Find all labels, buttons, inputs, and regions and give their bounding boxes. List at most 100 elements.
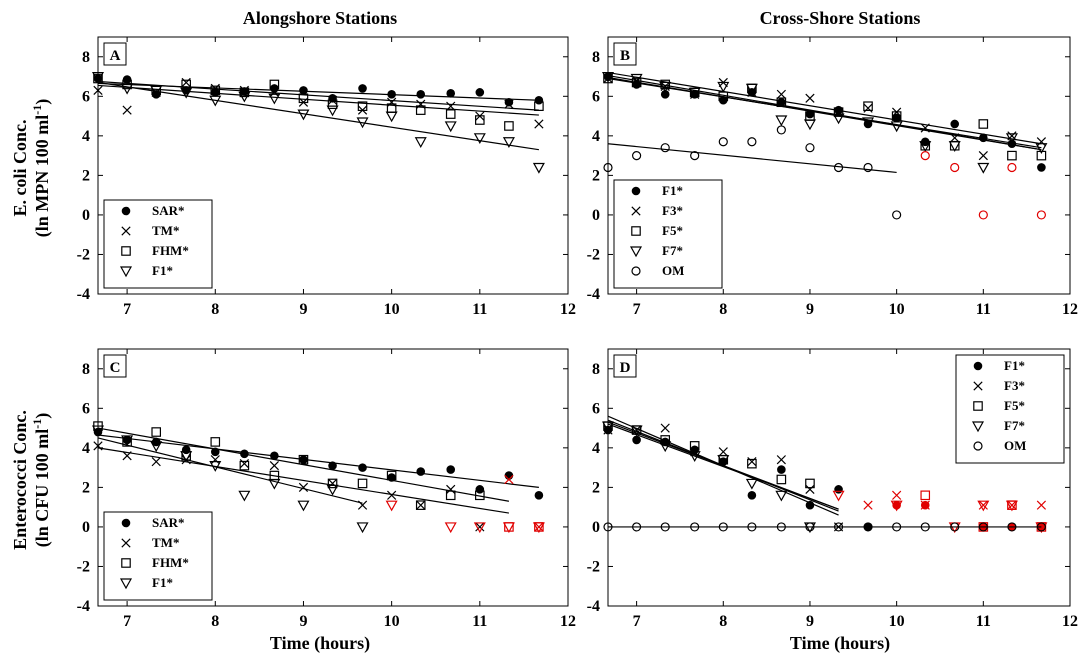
data-point-red	[920, 500, 930, 510]
plot-frame	[607, 36, 1071, 295]
data-point	[630, 425, 643, 437]
data-point	[327, 99, 338, 110]
series-f1	[91, 425, 545, 534]
data-point	[863, 103, 873, 113]
ylabel-entero-exp: -1	[30, 419, 44, 429]
data-point	[181, 445, 191, 455]
data-point	[1036, 137, 1047, 147]
data-point	[659, 441, 672, 453]
data-point	[1036, 150, 1047, 161]
data-point	[747, 522, 757, 532]
legend: SAR* TM* FHM* F1*	[103, 199, 213, 289]
data-point	[475, 88, 485, 97]
data-point	[775, 490, 788, 502]
data-point	[446, 465, 456, 474]
data-point	[446, 89, 456, 98]
legend-marker	[629, 246, 643, 258]
data-point	[863, 101, 873, 111]
panel-letter-box	[103, 42, 127, 66]
legend-marker	[973, 401, 983, 411]
data-point	[890, 121, 903, 133]
data-point	[356, 117, 369, 129]
data-point	[415, 105, 426, 115]
data-point	[632, 151, 642, 161]
data-point	[718, 447, 728, 457]
y-tick-label: 8	[592, 361, 600, 378]
data-point	[475, 115, 485, 125]
data-point	[150, 85, 163, 97]
data-point	[473, 133, 486, 145]
data-point	[534, 101, 544, 111]
data-point-red	[920, 490, 931, 501]
y-tick-label: 2	[82, 479, 90, 496]
data-point	[385, 111, 398, 123]
legend-label: FHM*	[152, 243, 189, 258]
x-tick-label: 11	[472, 301, 487, 318]
data-point	[1007, 150, 1017, 161]
legend-marker	[121, 206, 131, 216]
series-fhm	[93, 73, 544, 131]
data-point	[863, 162, 873, 173]
x-tick-label: 10	[384, 301, 400, 318]
x-tick-label: 12	[1062, 613, 1078, 630]
data-point	[414, 137, 427, 149]
data-point	[444, 121, 457, 133]
x-tick-label: 9	[299, 301, 307, 318]
data-point	[1036, 522, 1046, 532]
y-tick-label: 2	[592, 479, 600, 496]
ylabel-ecoli-exp: -1	[30, 105, 44, 115]
data-point	[445, 490, 456, 501]
data-point	[299, 455, 308, 465]
data-point	[446, 101, 456, 111]
y-tick-label: -4	[77, 286, 90, 303]
y-tick-label: 6	[82, 400, 90, 417]
x-tick-label: 7	[123, 613, 131, 630]
x-tick-label: 9	[299, 613, 307, 630]
data-point	[328, 461, 337, 470]
legend-box	[103, 511, 213, 601]
x-tick-label: 12	[560, 301, 576, 318]
data-point	[659, 81, 672, 93]
data-point	[863, 522, 873, 532]
x-tick-label: 8	[719, 613, 727, 630]
data-point	[297, 500, 310, 512]
data-point	[91, 425, 105, 437]
data-point	[504, 97, 514, 107]
data-point-red	[1005, 500, 1018, 512]
y-tick-label: 4	[592, 128, 600, 145]
data-point	[298, 93, 309, 104]
x-tick-label: 9	[806, 301, 814, 318]
data-point	[805, 93, 815, 103]
data-point	[151, 427, 161, 437]
data-point	[326, 105, 339, 117]
data-point	[121, 83, 134, 95]
data-point	[239, 460, 250, 471]
data-point	[151, 457, 161, 467]
plot-frame	[97, 36, 569, 295]
series-om	[603, 522, 1046, 532]
legend-label: F7*	[1004, 418, 1025, 433]
data-point-red	[863, 500, 873, 510]
legend-label: F7*	[662, 243, 683, 258]
data-point	[534, 95, 544, 105]
data-point	[660, 143, 670, 153]
data-point-red	[385, 500, 398, 512]
x-tick-label: 9	[806, 613, 814, 630]
data-point-red	[977, 500, 990, 512]
data-point	[776, 89, 786, 99]
y-tick-label: 0	[82, 207, 90, 224]
data-point	[745, 83, 758, 95]
data-point-red	[502, 522, 515, 534]
data-point-red	[1036, 500, 1047, 510]
panel-letter-box	[103, 354, 127, 378]
x-tick-label: 8	[211, 301, 219, 318]
fit-line	[97, 447, 510, 514]
data-point	[210, 85, 221, 96]
data-point	[775, 115, 788, 127]
fit-line	[607, 76, 1042, 151]
data-point	[920, 522, 930, 532]
legend-marker	[121, 518, 131, 528]
legend-marker	[121, 538, 131, 548]
data-point	[601, 421, 615, 433]
y-tick-label: 6	[592, 88, 600, 105]
